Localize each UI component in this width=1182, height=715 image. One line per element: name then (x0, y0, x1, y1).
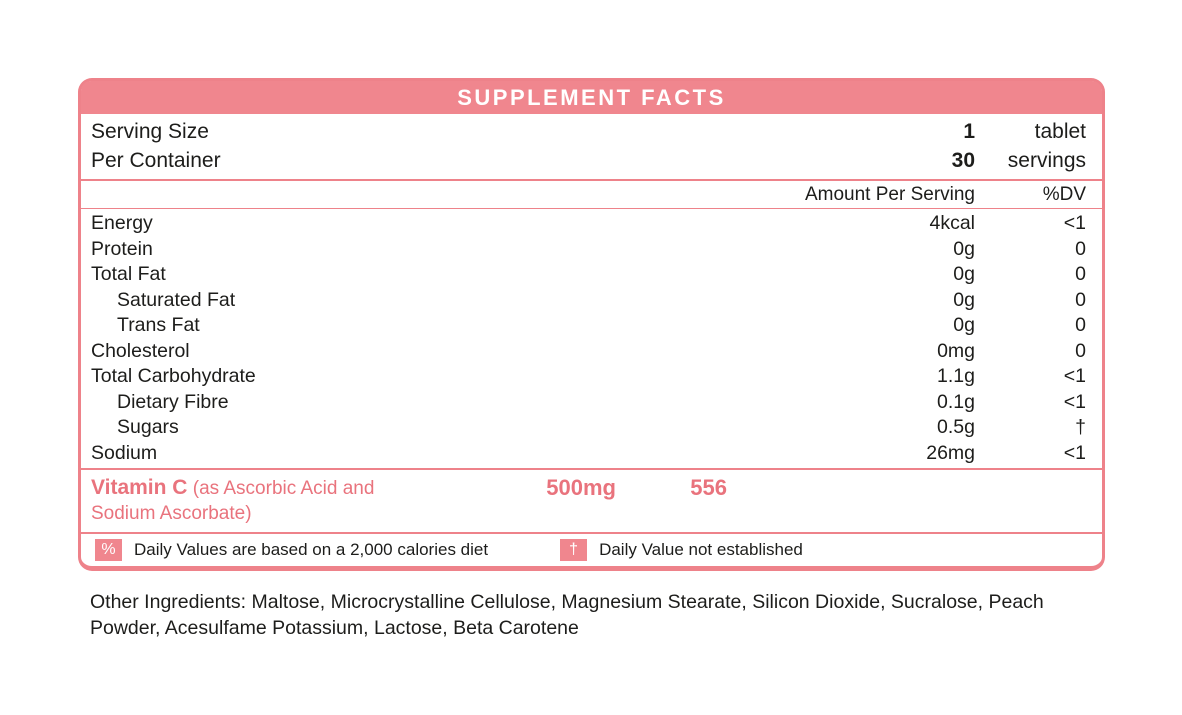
per-container-row: Per Container 30 servings (91, 146, 1086, 175)
serving-info-section: Serving Size 1 tablet Per Container 30 s… (81, 114, 1102, 181)
nutrient-row-saturated-fat: Saturated Fat 0g 0 (91, 288, 1086, 314)
daily-values-footnote-text: Daily Values are based on a 2,000 calori… (134, 540, 489, 559)
nutrient-label: Total Fat (91, 263, 166, 285)
nutrient-table: Energy 4kcal <1 Protein 0g 0 Total Fat 0… (81, 209, 1102, 468)
nutrient-label: Sugars (117, 416, 179, 438)
nutrient-dv: <1 (1063, 441, 1086, 464)
nutrient-label: Trans Fat (117, 314, 200, 336)
nutrient-label: Total Carbohydrate (91, 365, 256, 387)
nutrient-amount: 26mg (926, 441, 975, 464)
nutrient-dv: † (1075, 416, 1086, 438)
nutrient-dv: <1 (1063, 212, 1086, 234)
percent-symbol-box: % (95, 539, 122, 561)
nutrient-row-dietary-fibre: Dietary Fibre 0.1g <1 (91, 390, 1086, 416)
per-container-value: 30 (951, 149, 975, 172)
nutrient-row-total-carbohydrate: Total Carbohydrate 1.1g <1 (91, 364, 1086, 390)
dv-not-established-footnote-text: Daily Value not established (599, 540, 803, 559)
serving-size-unit: tablet (1034, 120, 1086, 143)
vitamin-c-row: Vitamin C (as Ascorbic Acid and Sodium A… (81, 468, 1102, 534)
nutrient-label: Cholesterol (91, 339, 190, 362)
vitamin-c-detail: (as Ascorbic Acid and Sodium Ascorbate) (91, 478, 375, 524)
nutrient-row-trans-fat: Trans Fat 0g 0 (91, 313, 1086, 339)
nutrient-amount: 1.1g (937, 365, 975, 387)
vitamin-c-name: Vitamin C (91, 476, 188, 499)
dv-not-established-footnote: † Daily Value not established (560, 539, 803, 561)
nutrient-label: Saturated Fat (117, 288, 236, 311)
nutrient-amount: 4kcal (929, 212, 975, 234)
nutrient-dv: <1 (1063, 390, 1086, 413)
nutrient-amount: 0.1g (937, 390, 975, 413)
nutrient-row-total-fat: Total Fat 0g 0 (91, 262, 1086, 288)
nutrient-dv: 0 (1075, 314, 1086, 336)
nutrient-row-energy: Energy 4kcal <1 (91, 211, 1086, 237)
nutrient-amount: 0.5g (937, 416, 975, 438)
nutrient-row-cholesterol: Cholesterol 0mg 0 (91, 339, 1086, 365)
nutrient-row-protein: Protein 0g 0 (91, 237, 1086, 263)
dagger-symbol-box: † (560, 539, 588, 561)
dv-column-header: %DV (1042, 184, 1086, 205)
per-container-unit: servings (1007, 149, 1086, 172)
nutrient-amount: 0g (953, 288, 975, 311)
daily-values-footnote: % Daily Values are based on a 2,000 calo… (95, 539, 488, 561)
nutrient-amount: 0g (953, 314, 975, 336)
nutrient-label: Dietary Fibre (117, 390, 229, 413)
column-header-row: Amount Per Serving %DV (81, 181, 1102, 209)
nutrient-dv: 0 (1075, 237, 1086, 260)
vitamin-c-name-block: Vitamin C (as Ascorbic Acid and Sodium A… (91, 475, 436, 526)
nutrient-dv: 0 (1075, 288, 1086, 311)
nutrient-amount: 0mg (937, 339, 975, 362)
nutrient-row-sugars: Sugars 0.5g † (91, 415, 1086, 441)
nutrient-dv: <1 (1063, 365, 1086, 387)
serving-size-label: Serving Size (91, 120, 209, 143)
footnotes-row: % Daily Values are based on a 2,000 calo… (81, 534, 1102, 566)
supplement-facts-panel: SUPPLEMENT FACTS Serving Size 1 tablet P… (78, 78, 1105, 571)
vitamin-c-amount: 500mg (546, 475, 616, 500)
other-ingredients-text: Other Ingredients: Maltose, Microcrystal… (90, 591, 1044, 639)
nutrient-label: Sodium (91, 441, 158, 464)
nutrient-row-sodium: Sodium 26mg <1 (91, 441, 1086, 467)
nutrient-amount: 0g (953, 263, 975, 285)
nutrient-amount: 0g (953, 237, 975, 260)
nutrient-label: Energy (91, 212, 153, 234)
amount-column-header: Amount Per Serving (804, 184, 975, 205)
vitamin-c-dv: 556 (690, 475, 727, 500)
serving-size-row: Serving Size 1 tablet (91, 117, 1086, 146)
per-container-label: Per Container (91, 149, 221, 172)
panel-title: SUPPLEMENT FACTS (81, 81, 1102, 114)
serving-size-value: 1 (963, 120, 975, 143)
nutrient-label: Protein (91, 237, 153, 260)
nutrient-dv: 0 (1075, 339, 1086, 362)
nutrient-dv: 0 (1075, 263, 1086, 285)
